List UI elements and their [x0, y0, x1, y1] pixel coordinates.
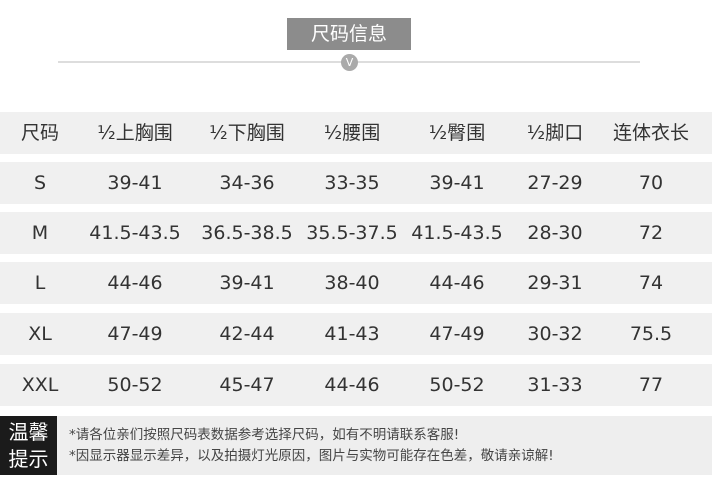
table-cell: 30-32: [527, 323, 583, 345]
column-header: ½脚口: [526, 122, 584, 144]
table-cell: 72: [638, 222, 664, 244]
table-cell: 39-41: [219, 272, 275, 294]
table-cell: 47-49: [107, 323, 163, 345]
table-cell: M: [31, 222, 49, 244]
table-cell: 74: [638, 272, 664, 294]
table-cell: S: [33, 172, 47, 194]
table-cell: 38-40: [324, 272, 380, 294]
table-cell: 47-49: [429, 323, 485, 345]
notice-text: *请各位亲们按照尺码表数据参考选择尺码，如有不明请联系客服! *因显示器显示差异…: [57, 416, 712, 475]
table-cell: 42-44: [219, 323, 275, 345]
table-cell: L: [34, 272, 46, 294]
table-cell: 39-41: [429, 172, 485, 194]
table-cell: 77: [638, 374, 664, 396]
column-header: 连体衣长: [612, 122, 690, 144]
table-cell: 27-29: [527, 172, 583, 194]
column-header: ½臀围: [428, 122, 486, 144]
table-cell: 50-52: [107, 374, 163, 396]
table-cell: 44-46: [107, 272, 163, 294]
table-cell: 39-41: [107, 172, 163, 194]
table-cell: XXL: [21, 374, 59, 396]
table-cell: 29-31: [527, 272, 583, 294]
column-header: ½上胸围: [97, 122, 173, 144]
table-row: L 44-46 39-41 38-40 44-46 29-31 74: [0, 262, 712, 304]
table-cell: 28-30: [527, 222, 583, 244]
table-row: M 41.5-43.5 36.5-38.5 35.5-37.5 41.5-43.5 28-…: [0, 212, 712, 254]
table-header-row: 尺码 ½上胸围 ½下胸围 ½腰围 ½臀围 ½脚口 连体衣长: [0, 112, 712, 154]
table-row: XL 47-49 42-44 41-43 47-49 30-32 75.5: [0, 313, 712, 355]
table-cell: 44-46: [429, 272, 485, 294]
column-header: ½腰围: [323, 122, 381, 144]
table-cell: 41-43: [324, 323, 380, 345]
table-cell: 50-52: [429, 374, 485, 396]
notice-label-line: 提示: [8, 447, 49, 471]
chevron-down-icon: V: [341, 54, 358, 71]
notice-line: *请各位亲们按照尺码表数据参考选择尺码，如有不明请联系客服!: [69, 427, 460, 443]
notice-label-line: 温馨: [8, 420, 49, 444]
notice-label: 温馨 提示: [0, 416, 57, 475]
table-cell: 45-47: [219, 374, 275, 396]
table-cell: 44-46: [324, 374, 380, 396]
table-cell: 41.5-43.5: [411, 222, 503, 244]
table-cell: XL: [28, 323, 52, 345]
table-cell: 34-36: [219, 172, 275, 194]
column-header: ½下胸围: [209, 122, 285, 144]
table-cell: 35.5-37.5: [306, 222, 398, 244]
table-cell: 41.5-43.5: [89, 222, 181, 244]
notice-line: *因显示器显示差异，以及拍摄灯光原因，图片与实物可能存在色差，敬请亲谅解!: [69, 448, 554, 464]
table-row: S 39-41 34-36 33-35 39-41 27-29 70: [0, 162, 712, 204]
table-cell: 36.5-38.5: [201, 222, 293, 244]
table-cell: 31-33: [527, 374, 583, 396]
table-cell: 70: [638, 172, 664, 194]
section-title: 尺码信息: [287, 18, 411, 50]
table-cell: 75.5: [629, 323, 673, 345]
table-row: XXL 50-52 45-47 44-46 50-52 31-33 77: [0, 364, 712, 406]
column-header: 尺码: [20, 122, 60, 144]
table-cell: 33-35: [324, 172, 380, 194]
